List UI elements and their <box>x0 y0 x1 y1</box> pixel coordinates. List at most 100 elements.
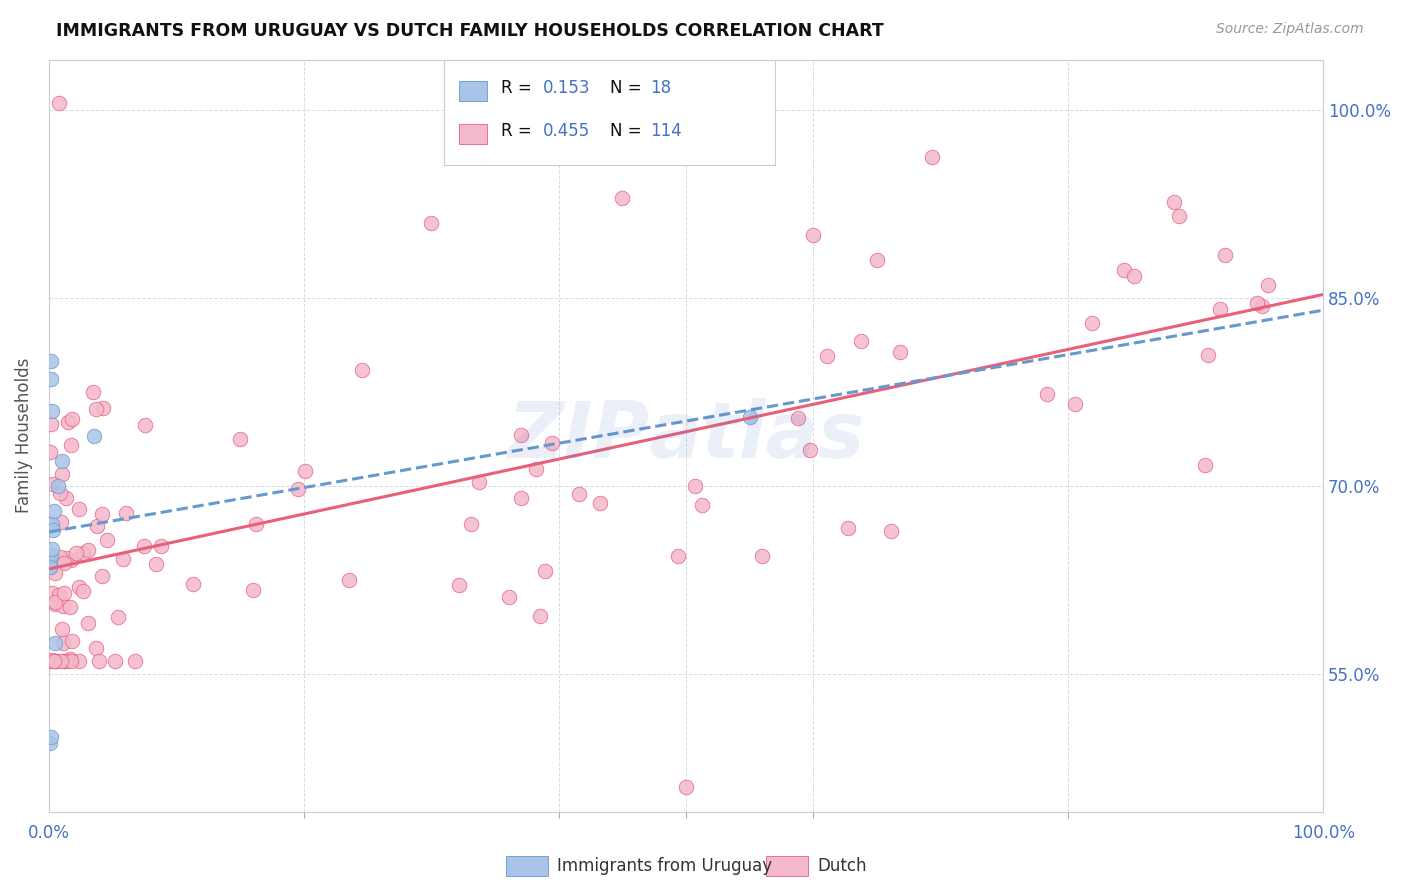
Point <box>67 502 90 516</box>
Point <box>52 636 75 650</box>
Point <box>1123 269 1146 284</box>
Point <box>242 582 264 597</box>
Point <box>41 653 63 667</box>
Text: 114: 114 <box>651 122 682 140</box>
Point <box>60 412 83 426</box>
Point <box>42 476 65 491</box>
Point <box>72 546 94 560</box>
Point <box>77 615 100 630</box>
Point <box>42 504 65 518</box>
Point <box>45 655 67 669</box>
Point <box>460 516 482 531</box>
Point <box>866 253 889 268</box>
Text: N =: N = <box>610 79 647 97</box>
Point <box>41 586 63 600</box>
Point <box>52 586 75 600</box>
Point <box>67 655 90 669</box>
Point <box>38 560 60 574</box>
Point <box>39 736 62 750</box>
Point <box>55 655 77 669</box>
Point <box>229 432 252 446</box>
Point <box>124 655 146 669</box>
Point <box>738 409 761 424</box>
Point <box>39 730 62 744</box>
Text: R =: R = <box>502 79 537 97</box>
Text: Source: ZipAtlas.com: Source: ZipAtlas.com <box>1216 22 1364 37</box>
Point <box>39 445 62 459</box>
Point <box>60 633 83 648</box>
Point <box>786 410 808 425</box>
Point <box>82 385 104 400</box>
Y-axis label: Family Households: Family Households <box>15 358 32 514</box>
Point <box>72 583 94 598</box>
Point <box>51 467 73 481</box>
Point <box>59 553 82 567</box>
Point <box>59 438 82 452</box>
Point <box>245 516 267 531</box>
Point <box>612 190 634 204</box>
Point <box>1250 299 1272 313</box>
Point <box>294 464 316 478</box>
Point <box>509 491 531 505</box>
Point <box>837 521 859 535</box>
Point <box>39 655 62 669</box>
Point <box>91 507 114 521</box>
Text: IMMIGRANTS FROM URUGUAY VS DUTCH FAMILY HOUSEHOLDS CORRELATION CHART: IMMIGRANTS FROM URUGUAY VS DUTCH FAMILY … <box>56 22 884 40</box>
Point <box>1036 387 1059 401</box>
Point <box>1064 396 1087 410</box>
Text: N =: N = <box>610 122 647 140</box>
Point <box>59 652 82 666</box>
Point <box>55 491 77 506</box>
Point <box>588 495 610 509</box>
Point <box>287 482 309 496</box>
Point <box>49 550 72 565</box>
Point <box>83 428 105 442</box>
Point <box>1257 278 1279 293</box>
Point <box>420 216 443 230</box>
Point <box>666 549 689 564</box>
Point <box>107 609 129 624</box>
Point <box>51 454 73 468</box>
Point <box>849 334 872 348</box>
Point <box>150 540 173 554</box>
Point <box>1081 317 1104 331</box>
Point <box>56 415 79 429</box>
Point <box>41 516 63 531</box>
Point <box>751 549 773 564</box>
Text: 0.455: 0.455 <box>543 122 591 140</box>
Point <box>134 417 156 432</box>
Point <box>449 578 471 592</box>
Text: 0.0%: 0.0% <box>28 824 70 842</box>
Point <box>55 550 77 565</box>
Point <box>49 486 72 500</box>
Point <box>145 557 167 571</box>
Point <box>815 349 838 363</box>
Point <box>59 600 82 615</box>
Text: 0.153: 0.153 <box>543 79 591 97</box>
Point <box>77 543 100 558</box>
Point <box>44 655 66 669</box>
Point <box>86 519 108 533</box>
Point <box>52 599 75 614</box>
Point <box>51 515 73 529</box>
Point <box>44 597 66 611</box>
Point <box>803 228 825 243</box>
Point <box>39 417 62 432</box>
Point <box>44 566 66 581</box>
Point <box>39 353 62 368</box>
FancyBboxPatch shape <box>460 80 486 101</box>
Point <box>1246 295 1268 310</box>
Point <box>1168 209 1191 223</box>
Point <box>533 564 555 578</box>
FancyBboxPatch shape <box>444 60 775 165</box>
Point <box>42 523 65 537</box>
Point <box>104 655 127 669</box>
Point <box>48 588 70 602</box>
Point <box>39 372 62 386</box>
Point <box>685 479 707 493</box>
Text: Immigrants from Uruguay: Immigrants from Uruguay <box>557 857 772 875</box>
Point <box>44 655 66 669</box>
Point <box>1194 458 1216 473</box>
Point <box>53 556 76 570</box>
Point <box>60 655 83 669</box>
